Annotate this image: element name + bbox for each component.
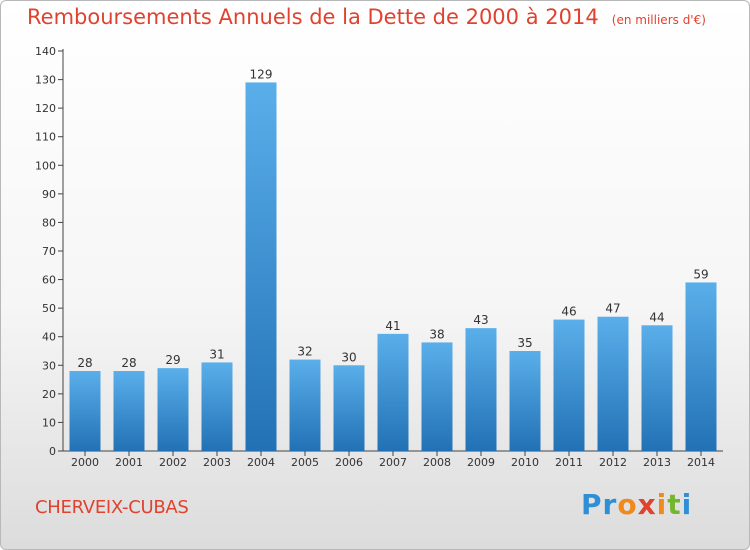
logo-letter: r [602, 488, 618, 521]
bar [377, 333, 409, 451]
bar-value-label: 44 [649, 310, 664, 324]
y-tick-label: 70 [42, 245, 56, 258]
x-tick-label: 2003 [203, 456, 231, 469]
y-tick-label: 20 [42, 388, 56, 401]
y-tick-label: 140 [35, 45, 56, 58]
bar [113, 371, 145, 451]
bar-value-label: 28 [121, 356, 136, 370]
x-tick-label: 2014 [687, 456, 715, 469]
y-tick-label: 110 [35, 131, 56, 144]
bar-value-label: 43 [473, 313, 488, 327]
bar-value-label: 41 [385, 319, 400, 333]
bar-value-label: 30 [341, 350, 356, 364]
logo-letter: P [581, 488, 603, 521]
bar-value-label: 129 [250, 67, 273, 81]
y-tick-label: 120 [35, 102, 56, 115]
bar [333, 365, 365, 451]
y-tick-label: 30 [42, 359, 56, 372]
bar-value-label: 35 [517, 336, 532, 350]
y-tick-label: 10 [42, 416, 56, 429]
chart-labels: 2000 28 2001 28 2002 29 2003 31 2004 129 2005 32 200… [71, 67, 715, 469]
y-tick-label: 130 [35, 74, 56, 87]
x-tick-label: 2005 [291, 456, 319, 469]
bar [289, 359, 321, 451]
chart-title-main: Remboursements Annuels de la Dette de 20… [27, 5, 599, 29]
chart-axes: 0 10 20 30 40 50 60 70 80 90 100 110 120 130 140 [35, 45, 723, 458]
bar [245, 82, 277, 451]
bar [201, 362, 233, 451]
logo-letter: x [637, 488, 657, 521]
bar-value-label: 31 [209, 347, 224, 361]
bar [641, 325, 673, 451]
bar [465, 328, 497, 451]
commune-name: CHERVEIX-CUBAS [35, 497, 189, 518]
bar [69, 371, 101, 451]
y-tick-label: 80 [42, 216, 56, 229]
y-tick-label: 90 [42, 188, 56, 201]
bar [421, 342, 453, 451]
bar-value-label: 32 [297, 345, 312, 359]
x-tick-label: 2001 [115, 456, 143, 469]
chart-bars [69, 82, 717, 451]
x-tick-label: 2011 [555, 456, 583, 469]
x-tick-label: 2000 [71, 456, 99, 469]
bar-value-label: 38 [429, 327, 444, 341]
x-tick-label: 2013 [643, 456, 671, 469]
y-tick-label: 50 [42, 302, 56, 315]
y-tick-label: 100 [35, 159, 56, 172]
y-tick-label: 40 [42, 331, 56, 344]
bar-value-label: 47 [605, 302, 620, 316]
chart-title-unit: (en milliers d'€) [611, 13, 706, 27]
x-tick-label: 2010 [511, 456, 539, 469]
bar-value-label: 29 [165, 353, 180, 367]
bar [509, 351, 541, 451]
x-tick-label: 2012 [599, 456, 627, 469]
y-tick-label: 60 [42, 274, 56, 287]
bar-value-label: 46 [561, 305, 576, 319]
bar [553, 319, 585, 451]
bar-value-label: 28 [77, 356, 92, 370]
x-tick-label: 2008 [423, 456, 451, 469]
logo-letter: o [617, 488, 638, 521]
logo-letter: i [681, 488, 693, 521]
x-tick-label: 2002 [159, 456, 187, 469]
logo-letter: t [667, 488, 682, 521]
y-tick-label: 0 [49, 445, 56, 458]
bar [597, 316, 629, 451]
proxiti-logo: Proxiti [581, 488, 692, 521]
x-tick-label: 2006 [335, 456, 363, 469]
logo-letter: i [656, 488, 668, 521]
x-tick-label: 2004 [247, 456, 275, 469]
x-tick-label: 2007 [379, 456, 407, 469]
chart-title: Remboursements Annuels de la Dette de 20… [27, 5, 706, 29]
x-tick-label: 2009 [467, 456, 495, 469]
bar [685, 282, 717, 451]
bar [157, 368, 189, 451]
bar-value-label: 59 [693, 267, 708, 281]
